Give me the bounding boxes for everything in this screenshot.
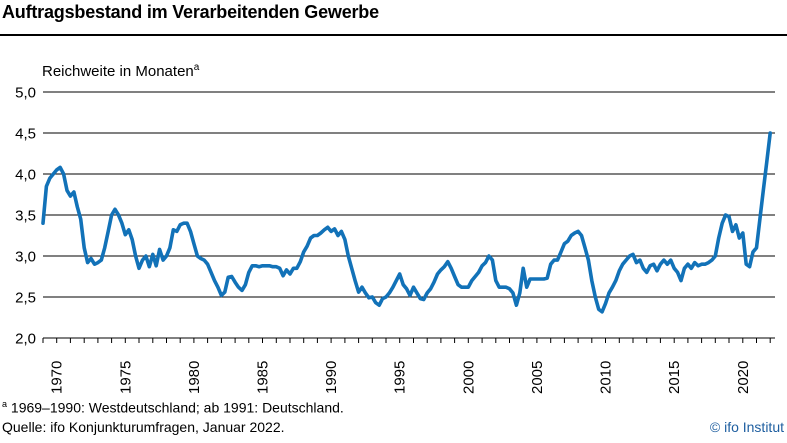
footnote-marker: a	[2, 399, 8, 409]
title-divider	[0, 34, 787, 36]
x-ticks	[42, 338, 771, 343]
svg-text:1975: 1975	[117, 361, 134, 394]
y-axis-title-text: Reichweite in Monaten	[42, 63, 194, 80]
svg-text:4,0: 4,0	[15, 166, 36, 183]
svg-text:2010: 2010	[598, 361, 615, 394]
svg-text:5,0: 5,0	[15, 84, 36, 101]
svg-text:1980: 1980	[186, 361, 203, 394]
y-axis-title: Reichweite in Monatena	[42, 62, 199, 80]
footnote-text: 1969–1990: Westdeutschland; ab 1991: Deu…	[7, 399, 344, 416]
svg-text:1985: 1985	[255, 361, 272, 394]
y-axis-title-footnote-marker: a	[193, 62, 200, 73]
svg-text:2,5: 2,5	[15, 289, 36, 306]
footnote-definition: a 1969–1990: Westdeutschland; ab 1991: D…	[2, 399, 344, 416]
svg-text:4,5: 4,5	[15, 125, 36, 142]
copyright-note: © ifo Institut	[709, 419, 784, 435]
svg-text:2015: 2015	[666, 361, 683, 394]
svg-text:1970: 1970	[49, 361, 66, 394]
svg-text:2020: 2020	[735, 361, 752, 394]
y-tick-labels: 2,0 2,5 3,0 3,5 4,0 4,5 5,0	[15, 84, 36, 347]
y-gridlines	[43, 91, 775, 339]
x-tick-labels: 1970 1975 1980 1985 1990 1995 2000 2005 2010 2015…	[49, 361, 752, 394]
svg-text:2,0: 2,0	[15, 330, 36, 347]
svg-text:2005: 2005	[529, 361, 546, 394]
data-line	[41, 131, 773, 314]
svg-text:1990: 1990	[323, 361, 340, 394]
svg-text:3,0: 3,0	[15, 248, 36, 265]
svg-text:1995: 1995	[392, 361, 409, 394]
page-title: Auftragsbestand im Verarbeitenden Gewerb…	[2, 2, 379, 22]
svg-text:2000: 2000	[460, 361, 477, 394]
source-note: Quelle: ifo Konjunkturumfragen, Januar 2…	[2, 419, 285, 435]
svg-text:3,5: 3,5	[15, 207, 36, 224]
